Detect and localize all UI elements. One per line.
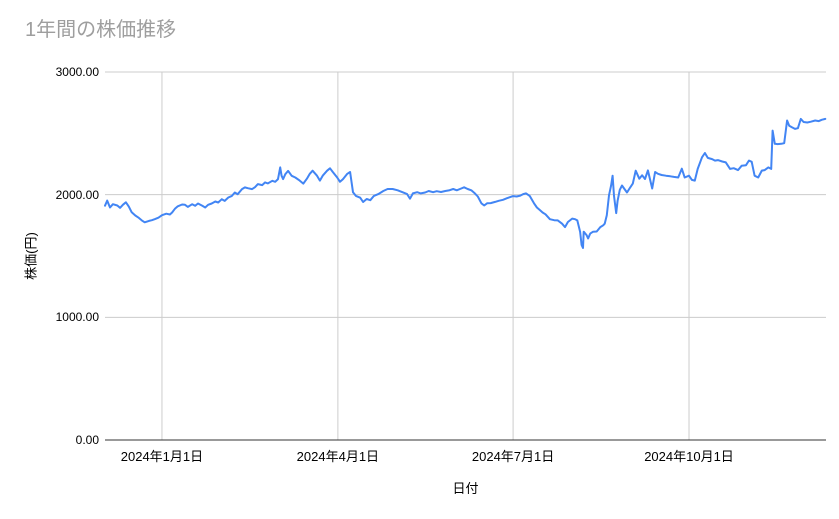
price-line-series [104,117,827,249]
y-tick-label: 2000.00 [55,187,99,202]
x-tick-label: 2024年1月1日 [120,449,204,464]
x-tick-label: 2024年7月1日 [471,449,555,464]
y-tick-label: 0.00 [75,433,99,447]
x-tick-label: 2024年4月1日 [296,449,380,464]
x-axis-title: 日付 [452,481,479,496]
y-axis-title: 株価(円) [23,232,39,280]
y-tick-label: 1000.00 [55,310,99,325]
chart-title: 1年間の株価推移 [25,19,177,41]
y-tick-label: 3000.00 [55,65,99,79]
x-tick-label: 2024年10月1日 [644,449,734,464]
